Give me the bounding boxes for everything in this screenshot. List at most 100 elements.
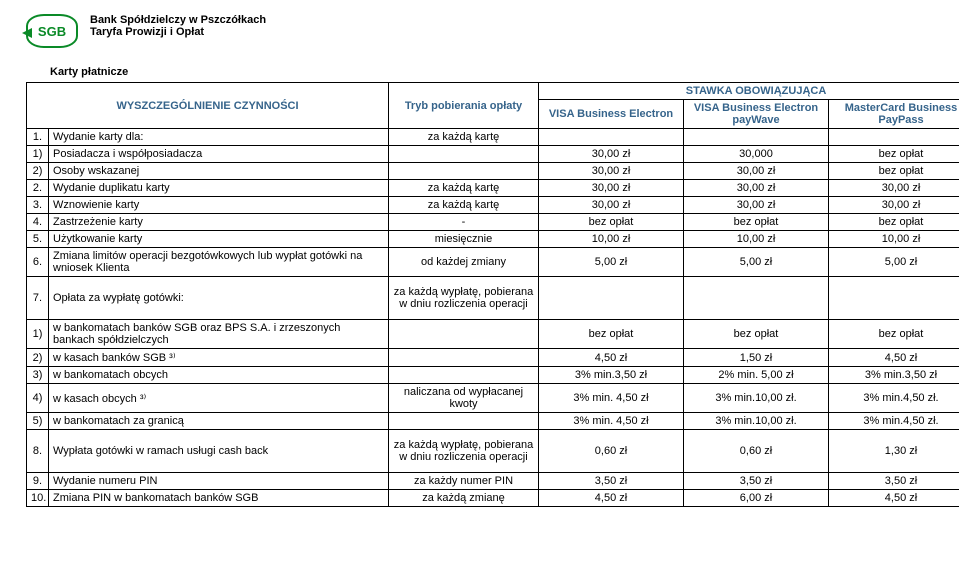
cell-no: 10. (27, 490, 49, 507)
cell-v1: 0,60 zł (539, 430, 684, 473)
cell-v3: 10,00 zł (829, 231, 959, 248)
table-row: 6.Zmiana limitów operacji bezgotówkowych… (27, 248, 959, 277)
cell-v2: bez opłat (684, 320, 829, 349)
cell-desc: w bankomatach za granicą (49, 413, 389, 430)
cell-desc: Wydanie numeru PIN (49, 473, 389, 490)
cell-no: 5. (27, 231, 49, 248)
cell-v1: 3% min. 4,50 zł (539, 384, 684, 413)
cell-mode: za każdą kartę (389, 180, 539, 197)
cell-v3: 30,00 zł (829, 180, 959, 197)
cell-desc: Osoby wskazanej (49, 163, 389, 180)
section-title: Karty płatnicze (50, 66, 933, 78)
fee-table: WYSZCZEGÓLNIENIE CZYNNOŚCI Tryb pobieran… (26, 82, 959, 507)
hdr-col3: MasterCard Business PayPass (829, 100, 959, 129)
cell-no: 2. (27, 180, 49, 197)
cell-v1: 30,00 zł (539, 197, 684, 214)
cell-no: 3. (27, 197, 49, 214)
cell-v2: 3% min.10,00 zł. (684, 384, 829, 413)
cell-no: 2) (27, 163, 49, 180)
table-row: 5.Użytkowanie kartymiesięcznie 10,00 zł10… (27, 231, 959, 248)
cell-v3: 3% min.4,50 zł. (829, 384, 959, 413)
table-row: 10.Zmiana PIN w bankomatach banków SGBza… (27, 490, 959, 507)
cell-desc: Zastrzeżenie karty (49, 214, 389, 231)
cell-v3 (829, 129, 959, 146)
table-row: 4)w kasach obcych ³⁾naliczana od wypłaca… (27, 384, 959, 413)
cell-v2: 6,00 zł (684, 490, 829, 507)
cell-v2 (684, 277, 829, 320)
cell-desc: w kasach banków SGB ³⁾ (49, 349, 389, 367)
cell-v3: 1,30 zł (829, 430, 959, 473)
table-row: 2)w kasach banków SGB ³⁾4,50 zł1,50 zł4,… (27, 349, 959, 367)
cell-mode: za każdą kartę (389, 197, 539, 214)
table-row: 1)Posiadacza i współposiadacza30,00 zł30… (27, 146, 959, 163)
cell-mode (389, 163, 539, 180)
cell-v3: 4,50 zł (829, 349, 959, 367)
cell-v1: 30,00 zł (539, 163, 684, 180)
cell-v2: 10,00 zł (684, 231, 829, 248)
cell-v3 (829, 277, 959, 320)
cell-no: 6. (27, 248, 49, 277)
cell-desc: Użytkowanie karty (49, 231, 389, 248)
cell-v2: 0,60 zł (684, 430, 829, 473)
table-row: 7.Opłata za wypłatę gotówki:za każdą wyp… (27, 277, 959, 320)
hdr-col1: VISA Business Electron (539, 100, 684, 129)
cell-v3: bez opłat (829, 146, 959, 163)
cell-mode (389, 413, 539, 430)
cell-mode: za każdą kartę (389, 129, 539, 146)
cell-v2: 30,000 (684, 146, 829, 163)
cell-desc: w kasach obcych ³⁾ (49, 384, 389, 413)
cell-v3: 3,50 zł (829, 473, 959, 490)
table-row: 5)w bankomatach za granicą3% min. 4,50 z… (27, 413, 959, 430)
cell-v2: 30,00 zł (684, 163, 829, 180)
cell-mode (389, 320, 539, 349)
tariff-name: Taryfa Prowizji i Opłat (90, 26, 266, 38)
cell-desc: Posiadacza i współposiadacza (49, 146, 389, 163)
cell-mode: miesięcznie (389, 231, 539, 248)
cell-v2: 30,00 zł (684, 180, 829, 197)
cell-v3: bez opłat (829, 320, 959, 349)
cell-v1 (539, 277, 684, 320)
cell-mode: od każdej zmiany (389, 248, 539, 277)
bank-name: Bank Spółdzielczy w Pszczółkach (90, 14, 266, 26)
cell-desc: Zmiana PIN w bankomatach banków SGB (49, 490, 389, 507)
cell-mode: - (389, 214, 539, 231)
cell-no: 1) (27, 146, 49, 163)
cell-v2: 30,00 zł (684, 197, 829, 214)
table-row: 9.Wydanie numeru PINza każdy numer PIN3,… (27, 473, 959, 490)
cell-v2 (684, 129, 829, 146)
cell-mode (389, 146, 539, 163)
table-row: 2)Osoby wskazanej30,00 zł30,00 złbez opł… (27, 163, 959, 180)
cell-desc: w bankomatach obcych (49, 367, 389, 384)
cell-v1: 4,50 zł (539, 490, 684, 507)
cell-no: 4) (27, 384, 49, 413)
cell-v2: bez opłat (684, 214, 829, 231)
cell-v2: 2% min. 5,00 zł (684, 367, 829, 384)
cell-no: 1. (27, 129, 49, 146)
cell-v3: 5,00 zł (829, 248, 959, 277)
cell-v1: 30,00 zł (539, 180, 684, 197)
cell-no: 3) (27, 367, 49, 384)
cell-v1: 3% min. 4,50 zł (539, 413, 684, 430)
cell-no: 2) (27, 349, 49, 367)
cell-mode (389, 349, 539, 367)
cell-v1: 4,50 zł (539, 349, 684, 367)
cell-desc: Wydanie duplikatu karty (49, 180, 389, 197)
sgb-logo: SGB (26, 14, 78, 48)
cell-desc: Wypłata gotówki w ramach usługi cash bac… (49, 430, 389, 473)
hdr-wyszczegolnienie: WYSZCZEGÓLNIENIE CZYNNOŚCI (27, 83, 389, 129)
cell-mode: za każdą wypłatę, pobierana w dniu rozli… (389, 430, 539, 473)
cell-mode: za każdy numer PIN (389, 473, 539, 490)
cell-v3: 3% min.3,50 zł (829, 367, 959, 384)
cell-mode: naliczana od wypłacanej kwoty (389, 384, 539, 413)
cell-v1 (539, 129, 684, 146)
hdr-stawka: STAWKA OBOWIĄZUJĄCA (539, 83, 959, 100)
cell-desc: Wydanie karty dla: (49, 129, 389, 146)
cell-desc: Zmiana limitów operacji bezgotówkowych l… (49, 248, 389, 277)
cell-v1: 3,50 zł (539, 473, 684, 490)
cell-v1: bez opłat (539, 320, 684, 349)
table-row: 3.Wznowienie kartyza każdą kartę30,00 zł… (27, 197, 959, 214)
cell-v3: bez opłat (829, 214, 959, 231)
cell-v1: bez opłat (539, 214, 684, 231)
table-row: 4.Zastrzeżenie karty-bez opłatbez opłatb… (27, 214, 959, 231)
cell-v1: 5,00 zł (539, 248, 684, 277)
